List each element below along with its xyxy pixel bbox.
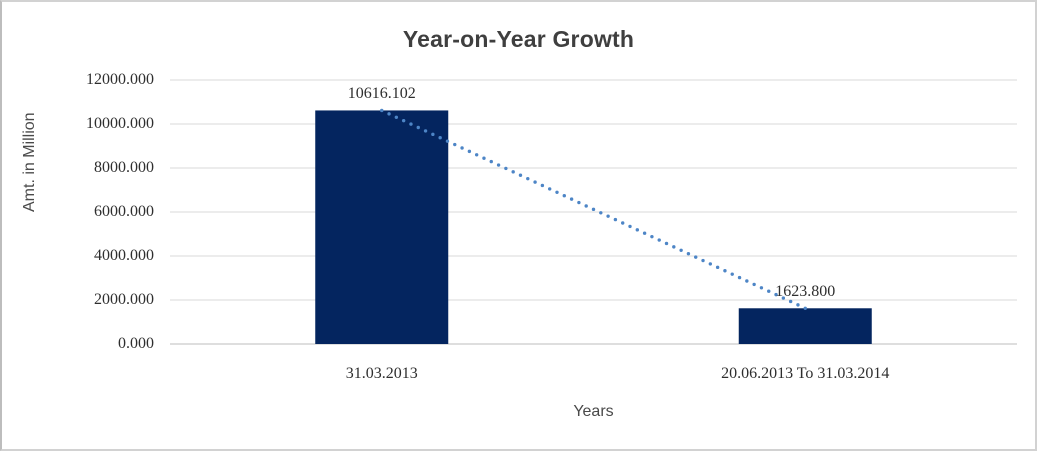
y-tick-label: 12000.000 xyxy=(86,71,154,88)
y-tick-label: 2000.000 xyxy=(94,291,154,308)
x-category-label: 20.06.2013 To 31.03.2014 xyxy=(721,365,890,382)
bar-data-label: 10616.102 xyxy=(347,85,416,103)
y-tick-label: 6000.000 xyxy=(94,203,154,220)
bar-data-label: 1623.800 xyxy=(775,283,836,301)
x-axis-title: Years xyxy=(573,403,614,420)
chart-title: Year-on-Year Growth xyxy=(402,26,635,52)
x-category-label: 31.03.2013 xyxy=(345,365,418,382)
y-tick-label: 4000.000 xyxy=(94,247,154,264)
y-tick-label: 10000.000 xyxy=(86,115,154,132)
y-axis-title-text: Amt. in Million xyxy=(21,112,38,212)
y-tick-label: 8000.000 xyxy=(94,159,154,176)
y-tick-label: 0.000 xyxy=(118,335,154,352)
